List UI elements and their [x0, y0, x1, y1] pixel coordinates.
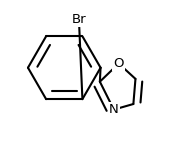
Text: O: O [114, 57, 124, 70]
Text: Br: Br [72, 13, 86, 26]
Text: N: N [109, 103, 119, 116]
